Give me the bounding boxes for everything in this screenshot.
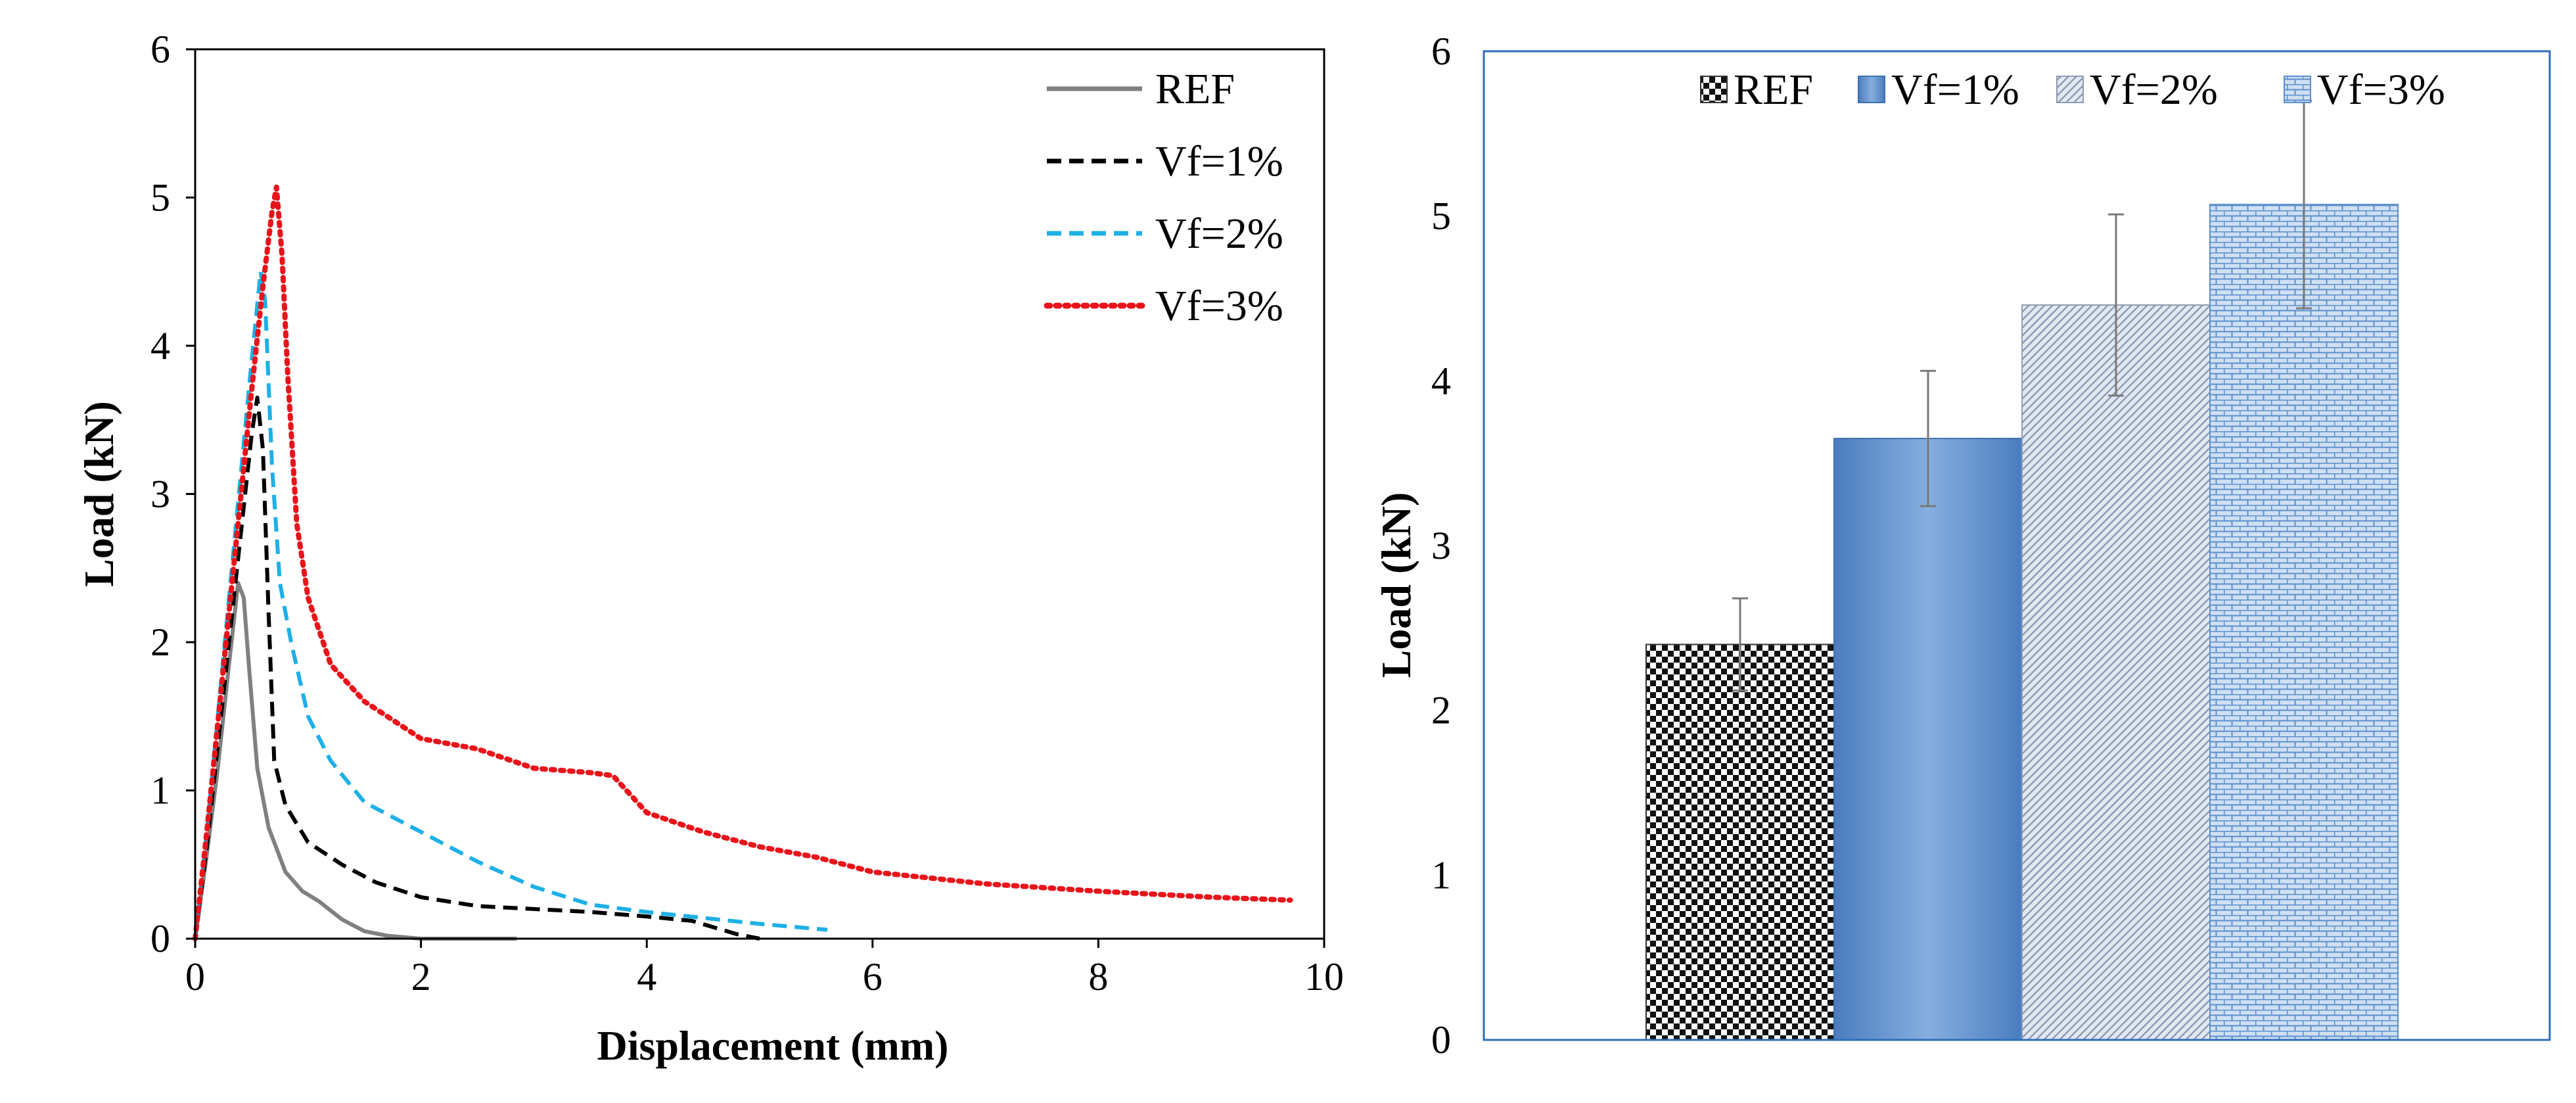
bar-0 — [1645, 644, 1835, 1041]
series-line-3 — [193, 184, 1293, 941]
right-legend-swatch — [1700, 76, 1728, 103]
left-y-tick-label: 1 — [150, 769, 170, 812]
left-legend-label: Vf=1% — [1155, 137, 1283, 185]
left-x-tick-label: 10 — [1304, 955, 1344, 998]
right-legend-label: REF — [1734, 66, 1813, 114]
right-y-tick-label: 4 — [1431, 359, 1451, 402]
left-y-tick-label: 5 — [150, 176, 170, 220]
bar-1 — [1833, 438, 2023, 1041]
series-line-1 — [193, 395, 760, 941]
left-x-axis-title: Displacement (mm) — [597, 1022, 949, 1069]
right-legend: REF Vf=1% Vf=2% Vf=3% — [1700, 66, 2445, 114]
left-y-tick-label: 4 — [150, 324, 170, 367]
left-y-tick-label: 2 — [150, 621, 170, 664]
left-legend-label: REF — [1155, 65, 1235, 113]
right-y-tick-label: 5 — [1431, 195, 1451, 238]
right-legend-swatch — [2284, 76, 2311, 103]
series-line-0 — [193, 580, 517, 941]
right-y-tick-label: 2 — [1431, 689, 1451, 732]
right-y-tick-label: 6 — [1431, 30, 1451, 73]
left-x-tick-label: 2 — [411, 955, 431, 998]
load-displacement-chart: 0 2 4 6 8 10 0 1 2 3 4 5 6 Displacement (mm) Load (k… — [76, 28, 1344, 1069]
left-legend-label: Vf=3% — [1155, 282, 1283, 330]
peak-load-bar-chart: 0 1 2 3 4 5 6 Load (kN) REF Vf=1% Vf=2% Vf=3% — [1373, 30, 2551, 1062]
right-legend-label: Vf=1% — [1891, 66, 2019, 114]
left-x-tick-label: 6 — [863, 955, 883, 998]
right-y-axis-title: Load (kN) — [1373, 492, 1419, 678]
right-legend-swatch — [2056, 76, 2084, 103]
right-y-tick-label: 1 — [1431, 853, 1451, 897]
right-legend-swatch — [1858, 76, 1885, 103]
right-y-tick-label: 0 — [1431, 1018, 1451, 1062]
right-plot-frame — [1483, 50, 2551, 1041]
right-legend-label: Vf=3% — [2317, 66, 2445, 114]
left-y-tick-label: 0 — [150, 917, 170, 960]
bar-2 — [2021, 304, 2211, 1041]
left-y-axis-title: Load (kN) — [76, 401, 122, 587]
left-legend-label: Vf=2% — [1155, 210, 1283, 258]
left-x-tick-label: 8 — [1088, 955, 1108, 998]
left-x-tick-label: 0 — [185, 955, 205, 998]
right-y-tick-label: 3 — [1431, 524, 1451, 567]
left-y-tick-label: 3 — [150, 473, 170, 516]
left-y-tick-label: 6 — [150, 28, 170, 71]
series-line-2 — [193, 270, 828, 939]
left-x-tick-label: 4 — [637, 955, 656, 998]
left-legend: REF Vf=1% Vf=2% Vf=3% — [1044, 65, 1283, 330]
bar-3 — [2209, 204, 2399, 1041]
right-legend-label: Vf=2% — [2090, 66, 2218, 114]
